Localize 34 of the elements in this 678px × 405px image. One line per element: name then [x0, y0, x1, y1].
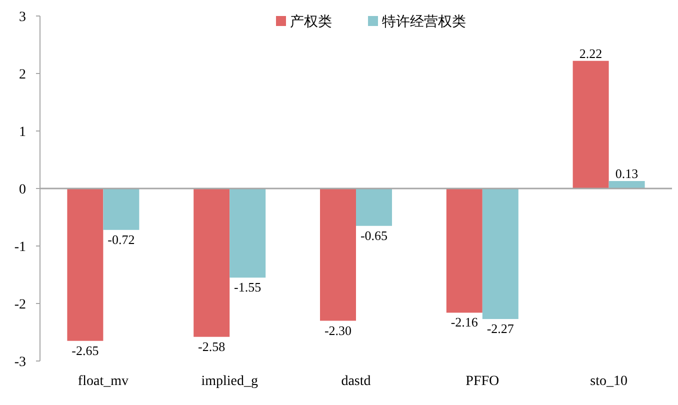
x-tick-label: PFFO [466, 374, 500, 389]
data-label: 0.13 [615, 166, 638, 182]
bar [482, 188, 518, 320]
bar [230, 188, 266, 278]
data-label: -2.65 [72, 342, 99, 358]
bar [446, 188, 482, 313]
legend-label: 产权类 [290, 14, 332, 30]
bar [608, 181, 645, 188]
x-tick-label: dastd [341, 374, 371, 389]
bar [320, 188, 356, 321]
x-tick-label: float_mv [78, 374, 128, 389]
data-label: -2.27 [486, 321, 514, 336]
data-label: -2.30 [324, 322, 352, 338]
data-label: -2.16 [450, 314, 478, 330]
bar [67, 188, 104, 341]
data-label: -2.58 [198, 338, 226, 354]
bar [194, 188, 230, 337]
x-tick-label: sto_10 [590, 374, 628, 389]
y-tick-label: 3 [19, 10, 26, 25]
y-tick-label: -3 [14, 355, 26, 370]
data-label: -0.72 [108, 232, 135, 247]
data-label: -1.55 [234, 280, 262, 295]
bar [103, 188, 140, 230]
y-tick-label: 2 [19, 68, 26, 82]
y-tick-label: -1 [14, 240, 26, 255]
y-tick-label: 0 [19, 182, 26, 198]
bar [572, 60, 609, 188]
bar [356, 188, 392, 226]
legend-label: 特许经营权类 [382, 14, 466, 30]
data-label: 2.22 [579, 46, 602, 61]
data-label: -0.65 [360, 228, 388, 243]
x-tick-label: implied_g [201, 374, 258, 389]
y-tick-label: 1 [19, 125, 26, 140]
y-tick-label: -2 [14, 298, 26, 312]
